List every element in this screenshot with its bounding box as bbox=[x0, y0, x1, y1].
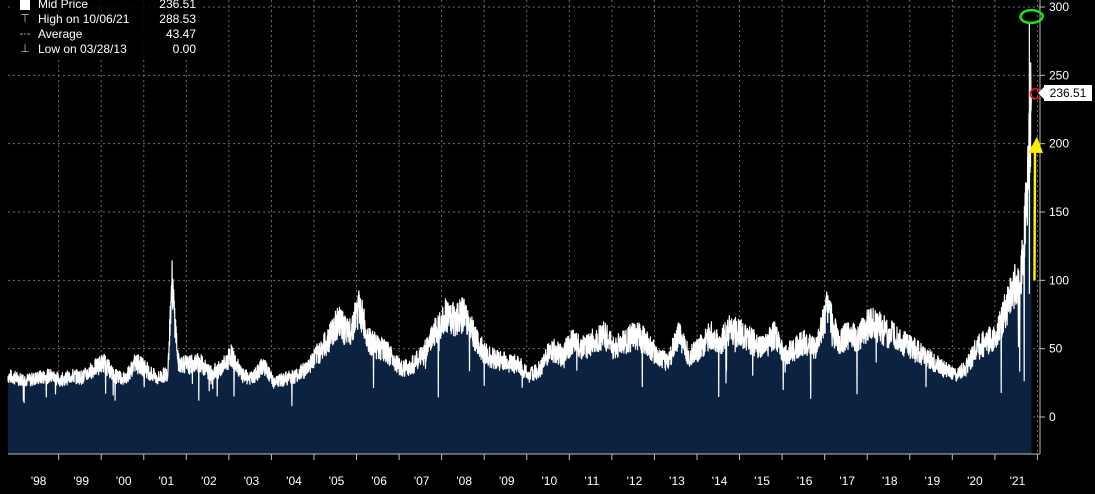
x-tick-label: '12 bbox=[627, 474, 643, 488]
y-tick-label: 50 bbox=[1049, 342, 1063, 356]
y-axis-ticks: 0 50 100 150 200 250 300 bbox=[1040, 0, 1069, 424]
green-circle-annotation bbox=[1019, 8, 1044, 25]
low-marker-icon: ⊥ bbox=[20, 43, 30, 55]
x-tick-label: '01 bbox=[158, 474, 174, 488]
x-tick-label: '98 bbox=[31, 474, 47, 488]
legend-high-label: High on 10/06/21 bbox=[38, 12, 130, 26]
x-tick-label: '17 bbox=[839, 474, 855, 488]
filled-square-icon bbox=[18, 0, 32, 10]
high-marker-icon: ⊤ bbox=[20, 13, 30, 25]
x-tick-label: '05 bbox=[329, 474, 345, 488]
yellow-arrow-head bbox=[1028, 136, 1043, 153]
x-tick-label: '19 bbox=[925, 474, 941, 488]
legend-row-high: ⊤ High on 10/06/21 288.53 bbox=[12, 12, 200, 27]
x-tick-label: '18 bbox=[882, 474, 898, 488]
price-series-line bbox=[7, 62, 1033, 407]
x-tick-label: '11 bbox=[585, 474, 600, 488]
x-tick-label: '20 bbox=[967, 474, 983, 488]
x-tick-label: '16 bbox=[797, 474, 813, 488]
legend-row-average: -·- Average 43.47 bbox=[12, 27, 200, 42]
x-tick-label: '10 bbox=[541, 474, 557, 488]
legend-box: Mid Price 236.51 ⊤ High on 10/06/21 288.… bbox=[12, 0, 200, 59]
y-tick-label: 250 bbox=[1049, 68, 1069, 82]
x-tick-label: '15 bbox=[754, 474, 770, 488]
y-tick-label: 200 bbox=[1049, 137, 1069, 151]
x-tick-label: '99 bbox=[73, 474, 89, 488]
x-tick-label: '21 bbox=[1010, 474, 1026, 488]
price-area-fill bbox=[8, 62, 1032, 454]
grid-layer bbox=[8, 0, 1040, 454]
legend-mid-price-label: Mid Price bbox=[38, 0, 89, 11]
legend-low-value: 0.00 bbox=[172, 42, 196, 56]
annotations bbox=[1019, 8, 1044, 294]
x-tick-label: '13 bbox=[669, 474, 685, 488]
last-price-label: 236.51 bbox=[1038, 85, 1092, 101]
average-marker-icon: -·- bbox=[19, 28, 31, 40]
x-tick-label: '06 bbox=[371, 474, 387, 488]
x-tick-label: '09 bbox=[499, 474, 515, 488]
x-tick-label: '07 bbox=[414, 474, 430, 488]
x-tick-label: '00 bbox=[116, 474, 132, 488]
x-tick-label: '03 bbox=[244, 474, 260, 488]
y-tick-label: 100 bbox=[1049, 273, 1069, 287]
legend-average-value: 43.47 bbox=[165, 27, 196, 41]
legend-high-value: 288.53 bbox=[159, 12, 196, 26]
legend-mid-price-value: 236.51 bbox=[159, 0, 196, 11]
legend-row-low: ⊥ Low on 03/28/13 0.00 bbox=[12, 42, 200, 57]
x-tick-label: '08 bbox=[456, 474, 472, 488]
x-tick-label: '02 bbox=[201, 474, 217, 488]
y-tick-label: 150 bbox=[1049, 205, 1069, 219]
y-tick-label: 0 bbox=[1049, 410, 1056, 424]
x-tick-label: '14 bbox=[712, 474, 728, 488]
legend-row-mid-price: Mid Price 236.51 bbox=[12, 0, 200, 12]
legend-low-label: Low on 03/28/13 bbox=[38, 42, 127, 56]
x-axis-ticks: '98 '99 '00 '01 '02 '03 '04 '05 '06 '07 '08 '09 '10 '… bbox=[31, 454, 1038, 488]
yellow-arrow-shaft bbox=[1033, 150, 1037, 281]
legend-average-label: Average bbox=[38, 27, 83, 41]
y-tick-label: 300 bbox=[1049, 0, 1069, 14]
x-tick-label: '04 bbox=[286, 474, 302, 488]
